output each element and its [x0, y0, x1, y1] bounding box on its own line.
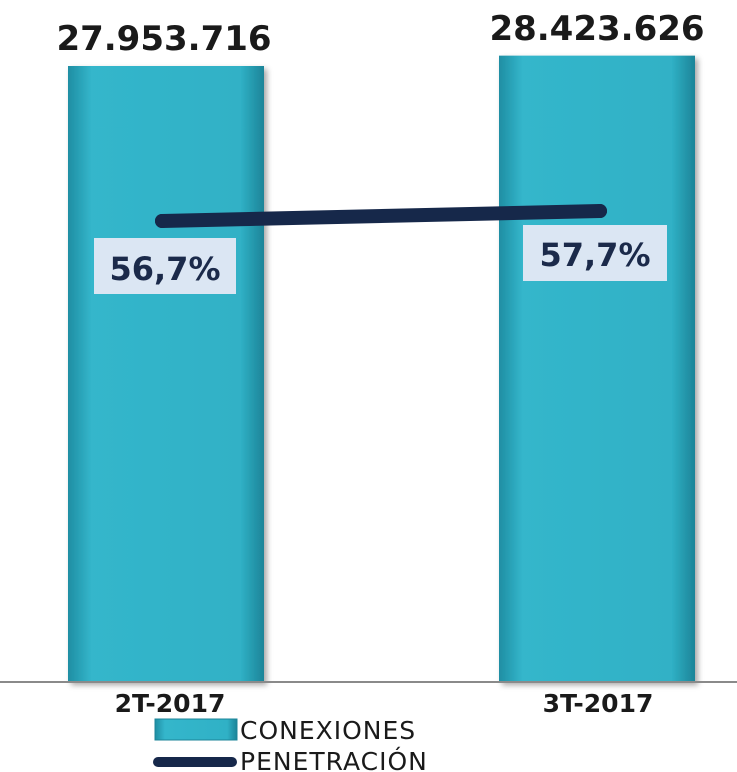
legend-swatch-conexiones — [154, 718, 238, 741]
bar-2t — [68, 66, 264, 682]
bar-value-label-2t: 27.953.716 — [56, 19, 271, 59]
pct-label-box-2t — [94, 238, 236, 294]
pct-label-2t: 56,7% — [109, 250, 220, 288]
pct-label-box-3t — [523, 225, 667, 281]
penetration-line — [155, 204, 607, 228]
legend: CONEXIONES PENETRACIÓN — [153, 716, 428, 772]
bar-value-label-3t: 28.423.626 — [489, 9, 704, 49]
legend-label-conexiones: CONEXIONES — [240, 716, 416, 745]
line-series-penetracion — [155, 204, 607, 228]
penetration-point-2t — [155, 214, 169, 228]
x-tick-label-2t: 2T-2017 — [115, 689, 226, 718]
bar-3t — [499, 55, 695, 683]
pct-label-3t: 57,7% — [539, 236, 650, 274]
bar-series-conexiones — [68, 55, 695, 683]
x-tick-label-3t: 3T-2017 — [543, 689, 654, 718]
penetration-point-3t — [593, 204, 607, 218]
legend-label-penetracion: PENETRACIÓN — [240, 746, 428, 772]
